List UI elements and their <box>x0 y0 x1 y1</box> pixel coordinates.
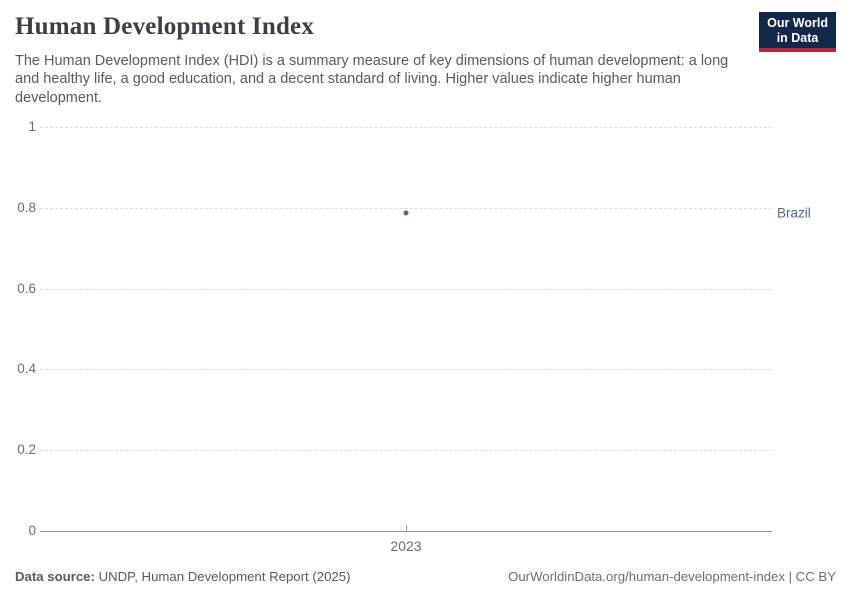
data-source-note: Data source: UNDP, Human Development Rep… <box>15 569 350 584</box>
credit-link[interactable]: OurWorldinData.org/human-development-ind… <box>508 569 836 584</box>
gridline <box>40 288 772 290</box>
gridline <box>40 207 772 209</box>
y-tick-label: 0.4 <box>17 361 36 377</box>
data-source-label: Data source: <box>15 569 95 584</box>
data-source-value: UNDP, Human Development Report (2025) <box>98 569 351 584</box>
y-tick-label: 0.2 <box>17 442 36 458</box>
entity-label-brazil[interactable]: Brazil <box>777 205 811 221</box>
gridline <box>40 127 772 128</box>
data-point-brazil[interactable] <box>403 210 409 216</box>
y-tick-label: 0.6 <box>17 280 36 296</box>
chart-title: Human Development Index <box>15 13 315 40</box>
y-tick-label: 1 <box>28 119 36 134</box>
owid-logo-line1: Our World <box>767 16 828 30</box>
y-tick-label: 0 <box>28 523 36 538</box>
x-tick-label: 2023 <box>390 538 422 554</box>
y-tick-label: 0.8 <box>17 199 36 215</box>
chart-subtitle: The Human Development Index (HDI) is a s… <box>15 53 729 106</box>
x-tick-mark <box>406 525 407 531</box>
owid-logo-line2: in Data <box>776 30 819 45</box>
owid-logo[interactable]: Our World in Data <box>759 12 836 52</box>
x-axis-line <box>40 531 772 532</box>
gridline <box>40 450 772 452</box>
gridline <box>40 369 772 371</box>
